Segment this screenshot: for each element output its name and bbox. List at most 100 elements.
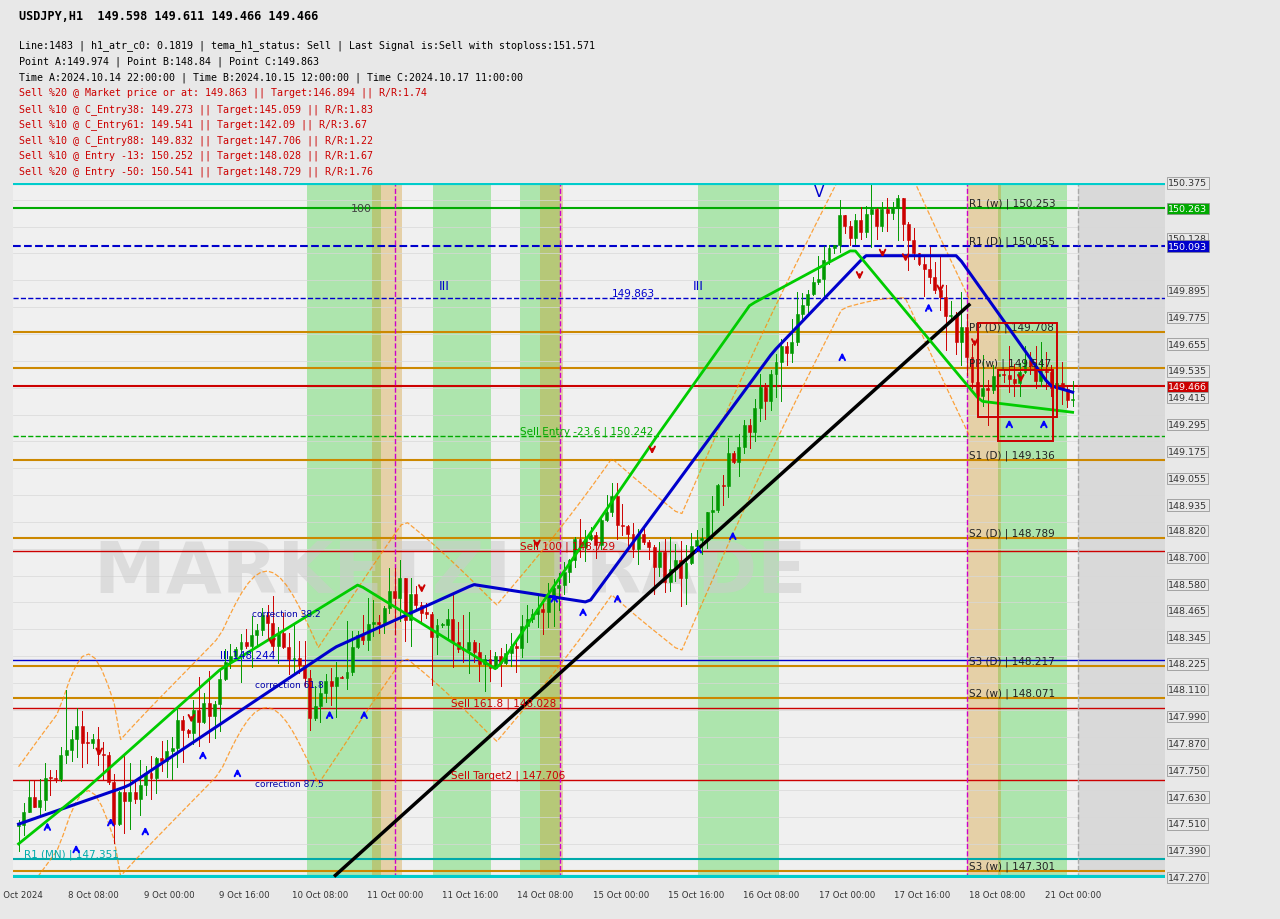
Bar xyxy=(945,297,947,316)
Bar xyxy=(340,677,343,678)
Text: 16 Oct 08:00: 16 Oct 08:00 xyxy=(744,891,800,899)
Bar xyxy=(791,343,794,353)
Bar xyxy=(690,546,692,563)
Bar xyxy=(145,773,147,786)
Bar xyxy=(324,681,328,694)
Text: 150.093: 150.093 xyxy=(1169,243,1207,251)
Bar xyxy=(1061,383,1064,390)
Text: 148.700: 148.700 xyxy=(1169,553,1207,562)
Bar xyxy=(938,290,942,297)
Bar xyxy=(182,720,184,731)
Bar xyxy=(398,578,402,598)
Bar xyxy=(271,624,274,646)
Bar xyxy=(65,750,68,754)
Text: 148.110: 148.110 xyxy=(1169,686,1207,695)
Bar xyxy=(293,658,296,659)
Text: Sell %20 @ Entry -50: 150.541 || Target:148.729 || R/R:1.76: Sell %20 @ Entry -50: 150.541 || Target:… xyxy=(19,166,372,177)
Bar xyxy=(663,552,666,583)
Bar xyxy=(901,199,905,224)
Bar xyxy=(187,731,189,733)
Bar xyxy=(433,184,492,878)
Text: 147.870: 147.870 xyxy=(1169,739,1207,748)
Text: 148.465: 148.465 xyxy=(1169,607,1207,615)
Bar xyxy=(361,635,365,641)
Text: Sell %10 @ C_Entry61: 149.541 || Target:142.09 || R/R:3.67: Sell %10 @ C_Entry61: 149.541 || Target:… xyxy=(19,119,366,130)
Text: Sell %20 @ Entry -88: 150.979 || Target:148.407 || R/R:4.34: Sell %20 @ Entry -88: 150.979 || Target:… xyxy=(19,182,372,193)
Bar xyxy=(282,633,285,647)
Bar xyxy=(81,726,83,743)
Bar xyxy=(998,184,1068,878)
Bar xyxy=(933,278,937,290)
Text: 148.580: 148.580 xyxy=(1169,581,1207,589)
Bar xyxy=(705,512,709,538)
Bar xyxy=(923,265,925,270)
Bar xyxy=(748,425,751,433)
Bar xyxy=(950,315,952,316)
Bar xyxy=(695,540,698,546)
Text: 149.863: 149.863 xyxy=(612,289,655,298)
Text: V: V xyxy=(814,186,824,200)
Text: 147.990: 147.990 xyxy=(1169,712,1207,721)
Text: 149.775: 149.775 xyxy=(1169,313,1207,323)
Bar xyxy=(870,210,873,215)
Text: 147.510: 147.510 xyxy=(1169,820,1207,829)
Bar xyxy=(1024,360,1027,372)
Bar xyxy=(928,270,931,278)
Text: 10 Oct 08:00: 10 Oct 08:00 xyxy=(292,891,348,899)
Text: correction 87.5: correction 87.5 xyxy=(255,779,324,788)
Bar xyxy=(732,453,735,463)
Bar xyxy=(700,538,703,540)
Text: III: III xyxy=(692,280,703,293)
Bar xyxy=(1055,383,1059,388)
Bar xyxy=(489,660,492,668)
Text: 150.128: 150.128 xyxy=(1169,234,1207,244)
Bar xyxy=(308,678,311,719)
Bar xyxy=(102,754,105,755)
Bar xyxy=(568,561,571,573)
Bar xyxy=(844,216,846,226)
Text: 149.415: 149.415 xyxy=(1169,394,1207,403)
Text: Sell Entry -23.6 | 150.242: Sell Entry -23.6 | 150.242 xyxy=(520,426,653,437)
Text: 8 Oct 08:00: 8 Oct 08:00 xyxy=(68,891,119,899)
Bar xyxy=(1018,372,1021,383)
Bar xyxy=(192,710,195,733)
Bar xyxy=(631,534,635,550)
Bar xyxy=(287,647,291,659)
Bar xyxy=(234,650,237,657)
Bar xyxy=(499,656,502,664)
Bar xyxy=(886,210,888,213)
Bar xyxy=(685,563,687,579)
Bar xyxy=(372,184,402,878)
Text: 149.175: 149.175 xyxy=(1169,448,1207,457)
Bar xyxy=(737,448,740,463)
Text: correction 38.2: correction 38.2 xyxy=(252,609,321,618)
Bar xyxy=(28,798,31,811)
Bar xyxy=(197,710,200,722)
Text: S2 (w) | 148.071: S2 (w) | 148.071 xyxy=(969,688,1055,698)
Bar xyxy=(128,792,132,801)
Bar xyxy=(536,609,539,614)
Text: Sell %20 @ Market price or at: 149.863 || Target:146.894 || R/R:1.74: Sell %20 @ Market price or at: 149.863 |… xyxy=(19,87,426,98)
Bar xyxy=(563,573,566,585)
Bar xyxy=(346,672,348,678)
Bar xyxy=(552,588,556,596)
Bar xyxy=(547,596,549,612)
Bar xyxy=(541,609,544,612)
Bar xyxy=(859,221,863,233)
Bar xyxy=(250,635,253,646)
Bar xyxy=(33,798,36,807)
Bar xyxy=(668,570,672,583)
Bar xyxy=(648,542,650,548)
Bar xyxy=(86,742,88,743)
Bar xyxy=(913,241,915,254)
Bar xyxy=(49,777,51,778)
Bar xyxy=(435,626,439,637)
Bar xyxy=(1044,371,1047,373)
Text: R1 (D) | 150.055: R1 (D) | 150.055 xyxy=(969,236,1055,247)
Bar xyxy=(1071,400,1074,401)
Bar xyxy=(335,677,338,686)
Bar xyxy=(467,642,470,651)
Bar xyxy=(801,305,804,315)
Bar xyxy=(759,388,762,408)
Bar xyxy=(314,707,316,719)
